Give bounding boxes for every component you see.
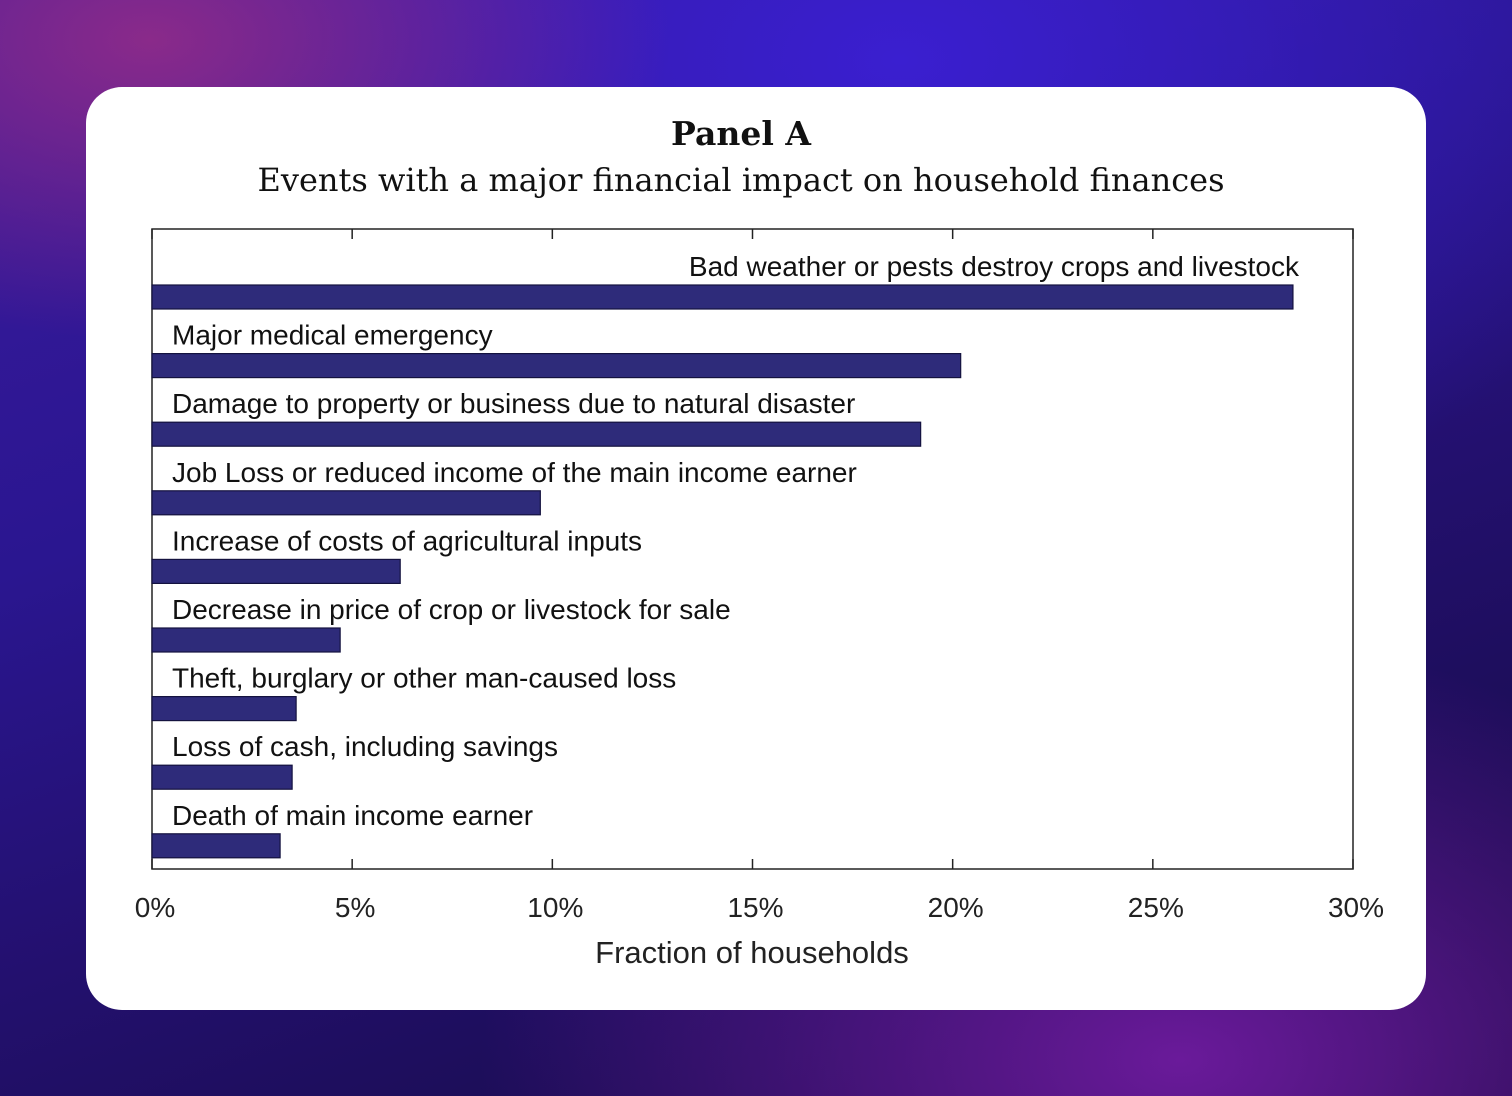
bar-label: Major medical emergency <box>172 320 493 351</box>
bar-label: Job Loss or reduced income of the main i… <box>172 457 857 488</box>
x-tick-label: 30% <box>1328 892 1384 923</box>
bar <box>151 695 297 722</box>
panel-title: Panel A <box>671 114 811 153</box>
x-tick-label: 20% <box>928 892 984 923</box>
x-axis-ticks: 0% 5% 10% 15% 20% 25% 30% <box>135 229 1384 923</box>
bar-labels: Bad weather or pests destroy crops and l… <box>172 251 1300 831</box>
bar <box>151 764 293 790</box>
bar <box>151 627 341 653</box>
bar-label: Loss of cash, including savings <box>172 731 558 762</box>
bar <box>151 284 1294 310</box>
bar <box>151 490 541 516</box>
x-axis-label: Fraction of households <box>595 935 909 970</box>
panel-subtitle: Events with a major financial impact on … <box>257 161 1225 199</box>
bar <box>151 353 962 379</box>
chart-card <box>86 87 1426 1010</box>
bar <box>151 421 922 447</box>
x-tick-label: 5% <box>335 892 375 923</box>
bar <box>151 833 281 859</box>
bars <box>151 284 1294 859</box>
bar-label: Bad weather or pests destroy crops and l… <box>689 251 1300 282</box>
x-tick-label: 15% <box>727 892 783 923</box>
bar-label: Death of main income earner <box>172 800 533 831</box>
x-tick-label: 0% <box>135 892 175 923</box>
bar <box>151 558 401 585</box>
bar-label: Damage to property or business due to na… <box>172 388 855 419</box>
x-tick-label: 10% <box>527 892 583 923</box>
bar-label: Increase of costs of agricultural inputs <box>172 525 642 556</box>
bar-label: Theft, burglary or other man-caused loss <box>172 663 676 694</box>
bar-label: Decrease in price of crop or livestock f… <box>172 594 731 625</box>
x-tick-label: 25% <box>1128 892 1184 923</box>
